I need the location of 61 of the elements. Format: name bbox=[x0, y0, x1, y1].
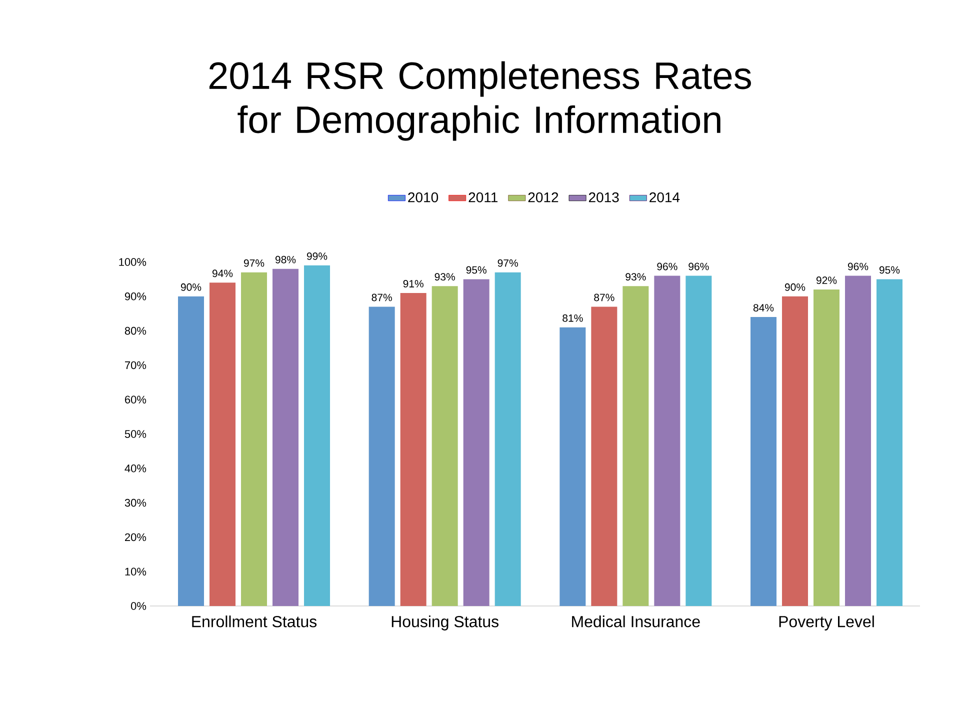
x-tick-label: Poverty Level bbox=[779, 616, 874, 630]
legend-label: 2011 bbox=[468, 192, 498, 202]
bar bbox=[654, 276, 680, 606]
data-label: 99% bbox=[306, 252, 328, 260]
data-label: 96% bbox=[848, 262, 868, 270]
data-label: 97% bbox=[244, 259, 264, 267]
data-label: 96% bbox=[657, 262, 678, 270]
data-label: 98% bbox=[275, 256, 296, 264]
legend-label: 2012 bbox=[528, 192, 558, 202]
bar bbox=[845, 276, 871, 606]
bar bbox=[210, 282, 236, 606]
bar bbox=[560, 327, 586, 606]
y-tick-label: 50% bbox=[124, 430, 146, 438]
legend-label: 2014 bbox=[650, 192, 680, 202]
bar bbox=[591, 306, 618, 606]
data-label: 92% bbox=[816, 276, 837, 284]
data-label: 87% bbox=[372, 294, 392, 302]
data-label: 94% bbox=[212, 270, 233, 278]
data-label: 91% bbox=[403, 280, 424, 288]
bar bbox=[876, 279, 902, 606]
y-tick-label: 60% bbox=[125, 396, 146, 404]
bar bbox=[400, 292, 426, 606]
bar bbox=[814, 290, 840, 606]
bar bbox=[241, 272, 268, 606]
bar bbox=[368, 306, 395, 606]
x-tick-label: Enrollment Status bbox=[192, 616, 317, 628]
bar bbox=[304, 265, 330, 606]
bar bbox=[494, 272, 521, 606]
y-tick-label: 80% bbox=[124, 326, 146, 335]
y-tick-label: 90% bbox=[124, 292, 146, 300]
data-label: 90% bbox=[180, 283, 202, 291]
data-label: 95% bbox=[879, 266, 900, 274]
bar bbox=[686, 276, 712, 606]
bar bbox=[178, 296, 204, 606]
y-tick-label: 20% bbox=[125, 533, 146, 542]
data-label: 90% bbox=[784, 283, 806, 291]
bar bbox=[463, 279, 490, 606]
bar bbox=[782, 296, 808, 606]
data-label: 87% bbox=[594, 294, 614, 302]
bar bbox=[272, 268, 299, 606]
bar bbox=[750, 317, 776, 606]
data-label: 93% bbox=[626, 273, 646, 281]
data-label: 84% bbox=[753, 304, 774, 312]
x-tick-label: Housing Status bbox=[392, 616, 498, 630]
bar bbox=[432, 286, 458, 606]
data-label: 93% bbox=[434, 273, 455, 281]
data-label: 81% bbox=[562, 314, 583, 322]
y-tick-label: 10% bbox=[125, 568, 146, 576]
chart-title: 2014 RSR Completeness Rates for Demographic Information bbox=[209, 61, 751, 141]
data-label: 95% bbox=[466, 266, 486, 274]
y-tick-label: 30% bbox=[124, 498, 146, 507]
y-tick-label: 100% bbox=[119, 258, 146, 266]
legend-label: 2010 bbox=[408, 192, 438, 202]
y-tick-label: 70% bbox=[125, 361, 146, 370]
x-tick-label: Medical Insurance bbox=[572, 616, 700, 628]
bar bbox=[622, 286, 649, 606]
y-tick-label: 0% bbox=[130, 602, 146, 610]
y-tick-label: 40% bbox=[124, 464, 146, 472]
data-label: 96% bbox=[688, 262, 709, 270]
legend-label: 2013 bbox=[588, 192, 619, 202]
data-label: 97% bbox=[498, 259, 518, 267]
